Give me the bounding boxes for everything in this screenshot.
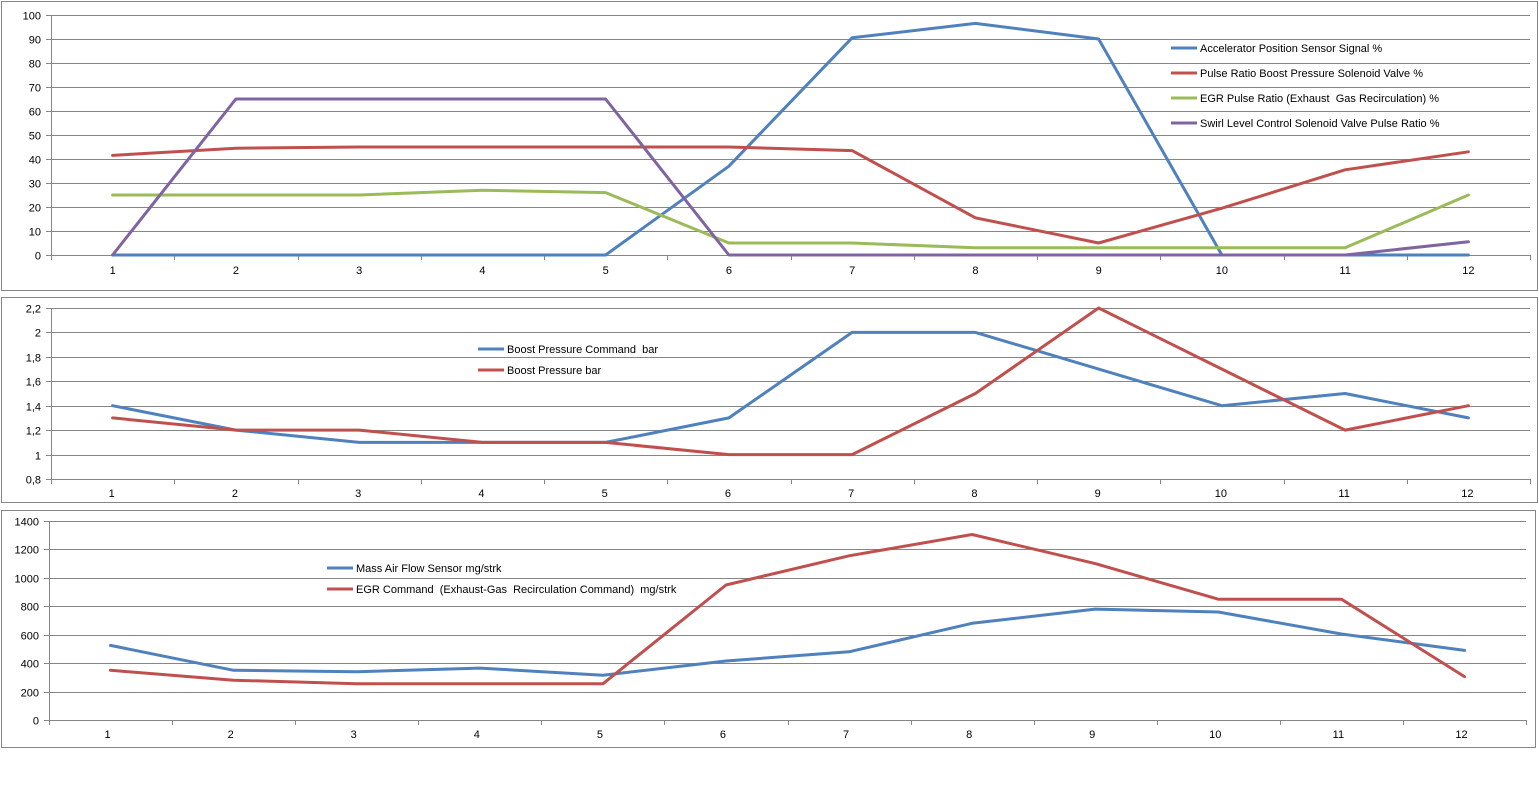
x-tick-label: 5 [597,729,603,741]
x-tick-label: 9 [1095,488,1101,500]
series-line-2 [109,533,1466,686]
legend-label: Accelerator Position Sensor Signal % [1200,43,1382,55]
legend-label: EGR Pulse Ratio (Exhaust Gas Recirculati… [1200,93,1439,105]
x-tick-label: 3 [355,488,361,500]
x-tick-label: 2 [233,265,239,277]
x-tick-label: 8 [966,729,972,741]
x-tick-label: 1 [110,265,116,277]
x-tick-label: 7 [849,265,855,277]
legend-label: Boost Pressure Command bar [507,344,658,356]
legend-label: Swirl Level Control Solenoid Valve Pulse… [1200,118,1440,130]
y-tick-label: 1000 [15,574,39,586]
y-tick-label: 1400 [15,517,39,529]
y-tick-label: 80 [29,59,41,71]
x-tick-label: 7 [843,729,849,741]
x-tick-label: 6 [725,488,731,500]
y-tick-label: 1,8 [26,353,41,365]
y-tick-label: 1,6 [26,377,41,389]
x-tick-label: 10 [1215,488,1227,500]
x-tick-label: 3 [351,729,357,741]
y-tick-label: 100 [23,11,41,23]
chart-frame [1,297,1538,503]
legend-label: Pulse Ratio Boost Pressure Solenoid Valv… [1200,68,1423,80]
x-tick-label: 12 [1461,488,1473,500]
x-tick-label: 11 [1338,488,1349,500]
x-tick-label: 8 [971,488,977,500]
y-tick-label: 60 [29,107,41,119]
x-tick-label: 4 [479,265,485,277]
x-tick-label: 3 [356,265,362,277]
legend-label: Boost Pressure bar [507,365,601,377]
y-tick-label: 0,8 [26,475,41,487]
y-tick-label: 1200 [15,545,39,557]
y-tick-label: 50 [29,131,41,143]
series-line-1 [111,330,1470,444]
x-tick-label: 11 [1339,265,1350,277]
y-tick-label: 200 [21,688,39,700]
x-tick-label: 5 [602,488,608,500]
series-line-1 [109,607,1466,677]
x-tick-label: 6 [726,265,732,277]
x-tick-label: 9 [1089,729,1095,741]
y-tick-label: 0 [33,716,39,728]
y-tick-label: 1 [35,451,41,463]
x-tick-label: 1 [104,729,110,741]
series-line-3 [111,188,1470,250]
x-tick-label: 10 [1216,265,1228,277]
x-tick-label: 12 [1462,265,1474,277]
legend-label: EGR Command (Exhaust-Gas Recirculation C… [356,584,677,596]
y-tick-label: 800 [21,602,39,614]
y-tick-label: 30 [29,179,41,191]
x-tick-label: 1 [109,488,115,500]
x-tick-label: 2 [228,729,234,741]
series-line-4 [111,97,1470,257]
x-tick-label: 11 [1333,729,1344,741]
y-tick-label: 10 [29,227,41,239]
x-tick-label: 7 [848,488,854,500]
x-tick-label: 9 [1096,265,1102,277]
x-tick-label: 4 [474,729,480,741]
y-tick-label: 40 [29,155,41,167]
y-tick-label: 90 [29,35,41,47]
y-tick-label: 600 [21,631,39,643]
y-tick-label: 1,2 [26,426,41,438]
y-tick-label: 2 [35,328,41,340]
chart-panel-2: 0,811,21,41,61,822,21 2 3 4 5 6 7 8 9 10 11 12Boost… [1,297,1538,503]
series-line-2 [111,306,1470,457]
x-tick-label: 10 [1209,729,1221,741]
y-tick-label: 400 [21,659,39,671]
y-tick-label: 70 [29,83,41,95]
x-tick-label: 8 [972,265,978,277]
series-line-2 [111,145,1470,245]
y-tick-label: 2,2 [26,304,41,316]
y-tick-label: 0 [35,251,41,263]
legend-label: Mass Air Flow Sensor mg/strk [356,563,502,575]
y-tick-label: 20 [29,203,41,215]
x-tick-label: 12 [1455,729,1467,741]
y-tick-label: 1,4 [26,402,41,414]
x-tick-label: 5 [603,265,609,277]
x-tick-label: 6 [720,729,726,741]
x-tick-label: 2 [232,488,238,500]
x-tick-label: 4 [478,488,484,500]
